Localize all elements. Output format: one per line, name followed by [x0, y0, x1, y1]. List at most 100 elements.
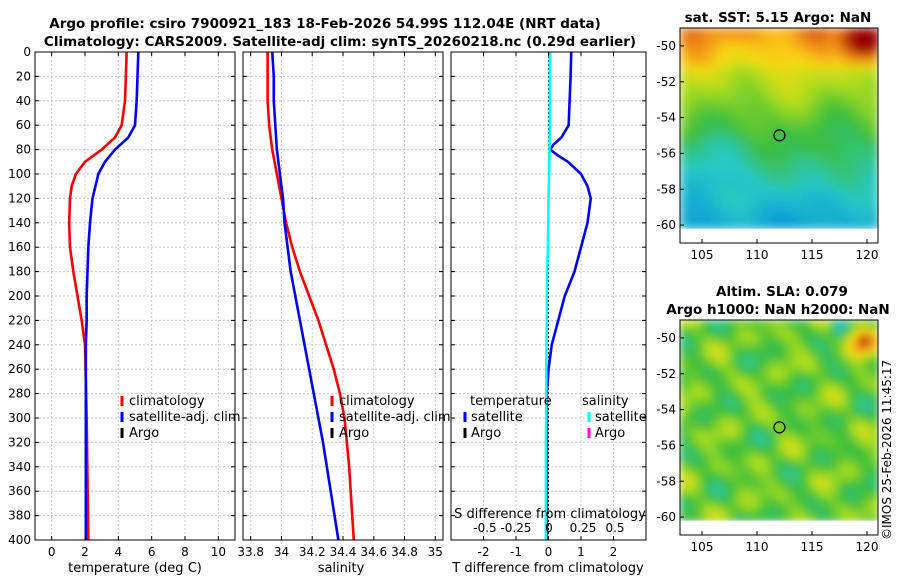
map-cell — [685, 200, 693, 208]
map-cell — [808, 78, 815, 85]
map-cell — [813, 78, 821, 85]
map-cell — [685, 420, 693, 427]
map-cell — [732, 336, 740, 344]
map-cell — [709, 167, 716, 174]
map-cell — [697, 39, 705, 46]
map-cell — [755, 364, 763, 372]
map-cell — [819, 61, 827, 68]
map-cell — [837, 189, 844, 197]
map-cell — [744, 498, 751, 505]
map-cell — [796, 223, 804, 230]
map-cell — [831, 425, 839, 433]
map-cell — [773, 420, 780, 427]
map-cell — [872, 515, 878, 522]
map-cell — [709, 33, 716, 41]
map-cell — [819, 515, 827, 522]
map-cell — [837, 431, 844, 439]
map-cell — [685, 111, 693, 119]
map-cell — [790, 161, 798, 169]
map-cell — [784, 370, 792, 377]
map-cell — [843, 325, 850, 333]
map-cell — [714, 67, 722, 74]
map-cell — [796, 83, 804, 91]
map-cell — [843, 448, 850, 455]
map-cell — [808, 409, 815, 416]
map-cell — [848, 223, 856, 230]
x-axis-label: salinity — [318, 561, 365, 576]
x-tick-label: 34 — [274, 545, 289, 559]
map-cell — [808, 223, 815, 230]
map-cell — [714, 184, 722, 191]
map-cell — [703, 167, 711, 174]
map-cell — [813, 503, 821, 511]
series-line-satellite-adj-clim — [270, 52, 340, 540]
map-cell — [738, 178, 745, 186]
map-cell — [866, 414, 874, 422]
map-cell — [843, 431, 850, 439]
map-cell — [726, 370, 734, 377]
map-y-tick-label: -50 — [656, 331, 676, 345]
map-cell — [831, 89, 839, 96]
map-cell — [854, 139, 862, 147]
map-cell — [685, 178, 693, 186]
map-cell — [773, 437, 780, 444]
map-cell — [802, 448, 810, 455]
map-cell — [709, 347, 716, 355]
map-cell — [813, 100, 821, 108]
map-cell — [796, 347, 804, 355]
map-cell — [714, 145, 722, 152]
map-cell — [784, 481, 792, 489]
map-cell — [761, 156, 769, 163]
map-cell — [761, 89, 769, 96]
map-cell — [738, 106, 745, 113]
map-cell — [779, 398, 786, 405]
map-cell — [854, 83, 862, 91]
map-cell — [767, 403, 775, 411]
map-cell — [872, 117, 878, 124]
map-cell — [813, 67, 821, 74]
map-cell — [779, 498, 786, 505]
map-cell — [831, 336, 839, 344]
map-cell — [755, 320, 763, 327]
map-cell — [767, 320, 775, 327]
map-cell — [790, 442, 798, 450]
map-cell — [831, 359, 839, 366]
map-cell — [837, 44, 844, 52]
x-tick-label: 35 — [428, 545, 443, 559]
map-cell — [761, 420, 769, 427]
map-cell — [779, 172, 786, 180]
map-cell — [738, 55, 745, 63]
y-tick-label: 360 — [8, 484, 31, 498]
map-cell — [732, 100, 740, 108]
map-cell — [697, 128, 705, 135]
map-cell — [755, 156, 763, 163]
map-cell — [714, 515, 722, 522]
map-cell — [813, 145, 821, 152]
map-cell — [848, 386, 856, 394]
map-cell — [779, 364, 786, 372]
map-cell — [808, 370, 815, 377]
map-cell — [825, 442, 833, 450]
map-cell — [767, 431, 775, 439]
map-cell — [808, 184, 815, 191]
map-cell — [831, 370, 839, 377]
map-cell — [813, 420, 821, 427]
legend-label-sal-argo: Argo — [595, 426, 625, 441]
y-tick-label: 60 — [16, 118, 31, 132]
map-cell — [680, 117, 687, 124]
map-cell — [691, 217, 699, 225]
map-cell — [848, 217, 856, 225]
map-cell — [738, 381, 745, 388]
map-cell — [779, 133, 786, 141]
map-cell — [767, 150, 775, 158]
title-line-2: Climatology: CARS2009. Satellite-adj cli… — [44, 34, 636, 50]
map-cell — [790, 503, 798, 511]
map-cell — [761, 39, 769, 46]
map-cell — [854, 409, 862, 416]
map-cell — [703, 331, 711, 338]
map-cell — [784, 420, 792, 427]
map-cell — [872, 167, 878, 174]
map-cell — [866, 403, 874, 411]
map-cell — [703, 217, 711, 225]
